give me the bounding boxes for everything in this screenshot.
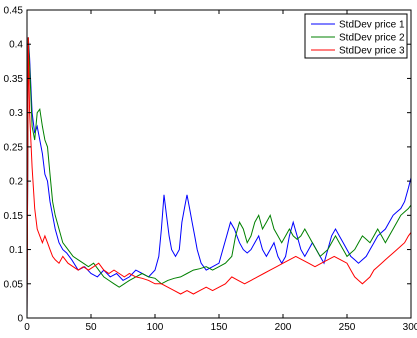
x-tick-label: 200 [275, 322, 292, 333]
y-tick-label: 0.15 [4, 211, 24, 222]
x-tick-label: 0 [24, 322, 30, 333]
y-tick-label: 0.05 [4, 279, 24, 290]
y-tick-label: 0.2 [9, 177, 23, 188]
y-tick-label: 0.3 [9, 108, 23, 119]
y-tick-label: 0.4 [9, 40, 23, 51]
series-line-2 [26, 37, 412, 319]
series-layer [26, 37, 412, 319]
y-tick-label: 0.1 [9, 245, 23, 256]
legend-box [304, 13, 408, 59]
series-line-1 [26, 37, 412, 319]
legend: StdDev price 1 StdDev price 2 StdDev price… [304, 13, 408, 59]
x-tick-label: 50 [85, 322, 97, 333]
legend-label-2: StdDev price 2 [339, 33, 405, 44]
x-tick-label: 150 [211, 322, 228, 333]
x-tick-label: 100 [147, 322, 164, 333]
y-tick-label: 0.35 [4, 74, 24, 85]
series-line-3 [26, 37, 412, 319]
legend-label-3: StdDev price 3 [339, 46, 405, 57]
y-axis: 0 0.05 0.1 0.15 0.2 0.25 0.3 0.35 0.4 0.45 [4, 6, 411, 325]
x-axis: 0 50 100 150 200 250 300 [24, 10, 417, 333]
y-tick-label: 0.25 [4, 142, 24, 153]
x-tick-label: 250 [339, 322, 356, 333]
legend-label-1: StdDev price 1 [339, 20, 405, 31]
y-tick-label: 0.45 [4, 6, 24, 17]
y-tick-label: 0 [17, 314, 23, 325]
x-tick-label: 300 [403, 322, 417, 333]
